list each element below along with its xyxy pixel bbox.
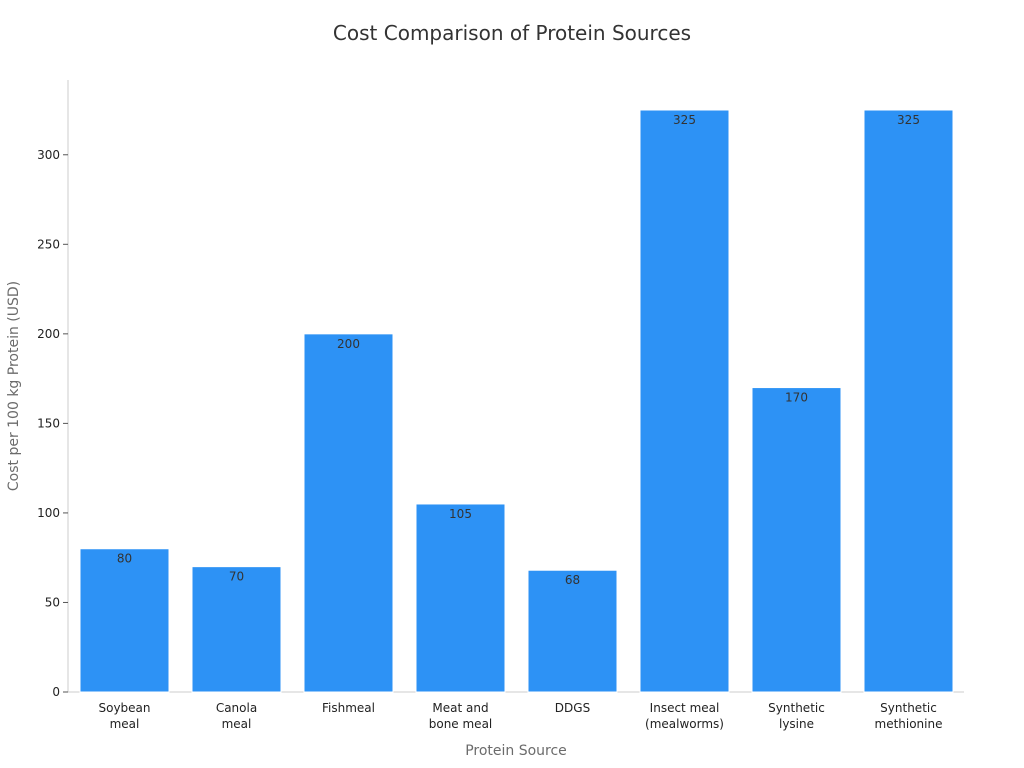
data-label-0: 80 xyxy=(117,552,132,566)
bars-group: 80 70 200 105 68 325 170 325 xyxy=(79,109,954,693)
data-label-7: 325 xyxy=(897,113,920,127)
data-label-6: 170 xyxy=(785,391,808,405)
x-tick-label-4: DDGS xyxy=(555,701,590,715)
y-axis-label: Cost per 100 kg Protein (USD) xyxy=(6,281,22,491)
x-tick-label-3: Meat and bone meal xyxy=(429,701,493,731)
data-label-1: 70 xyxy=(229,570,244,584)
x-tick-label-5: Insect meal (mealworms) xyxy=(645,701,724,731)
bar-7 xyxy=(863,109,954,693)
x-tick-label-6: Synthetic lysine xyxy=(768,701,825,731)
y-ticks-group: 0 50 100 150 200 250 300 xyxy=(37,148,68,699)
x-ticks-group: Soybean meal Canola meal Fishmeal Meat and bon… xyxy=(98,701,942,731)
y-tick-label-5: 250 xyxy=(37,237,60,251)
bar-0 xyxy=(79,548,170,693)
y-tick-label-2: 100 xyxy=(37,506,60,520)
x-tick-label-7: Synthetic methionine xyxy=(875,701,943,731)
x-axis-label: Protein Source xyxy=(465,743,567,759)
y-tick-label-3: 150 xyxy=(37,416,60,430)
bar-5 xyxy=(639,109,730,693)
bar-2 xyxy=(303,333,394,693)
data-label-3: 105 xyxy=(449,507,472,521)
y-tick-label-0: 0 xyxy=(52,685,60,699)
x-tick-label-1: Canola meal xyxy=(216,701,257,731)
data-label-2: 200 xyxy=(337,337,360,351)
bar-3 xyxy=(415,503,506,693)
y-tick-label-6: 300 xyxy=(37,148,60,162)
bar-1 xyxy=(191,566,282,693)
y-tick-label-4: 200 xyxy=(37,327,60,341)
chart-title: Cost Comparison of Protein Sources xyxy=(333,21,691,45)
bar-6 xyxy=(751,387,842,693)
bar-4 xyxy=(527,569,618,693)
y-tick-label-1: 50 xyxy=(45,595,60,609)
data-label-4: 68 xyxy=(565,573,580,587)
data-label-5: 325 xyxy=(673,113,696,127)
x-tick-label-2: Fishmeal xyxy=(322,701,375,715)
x-tick-label-0: Soybean meal xyxy=(98,701,150,731)
